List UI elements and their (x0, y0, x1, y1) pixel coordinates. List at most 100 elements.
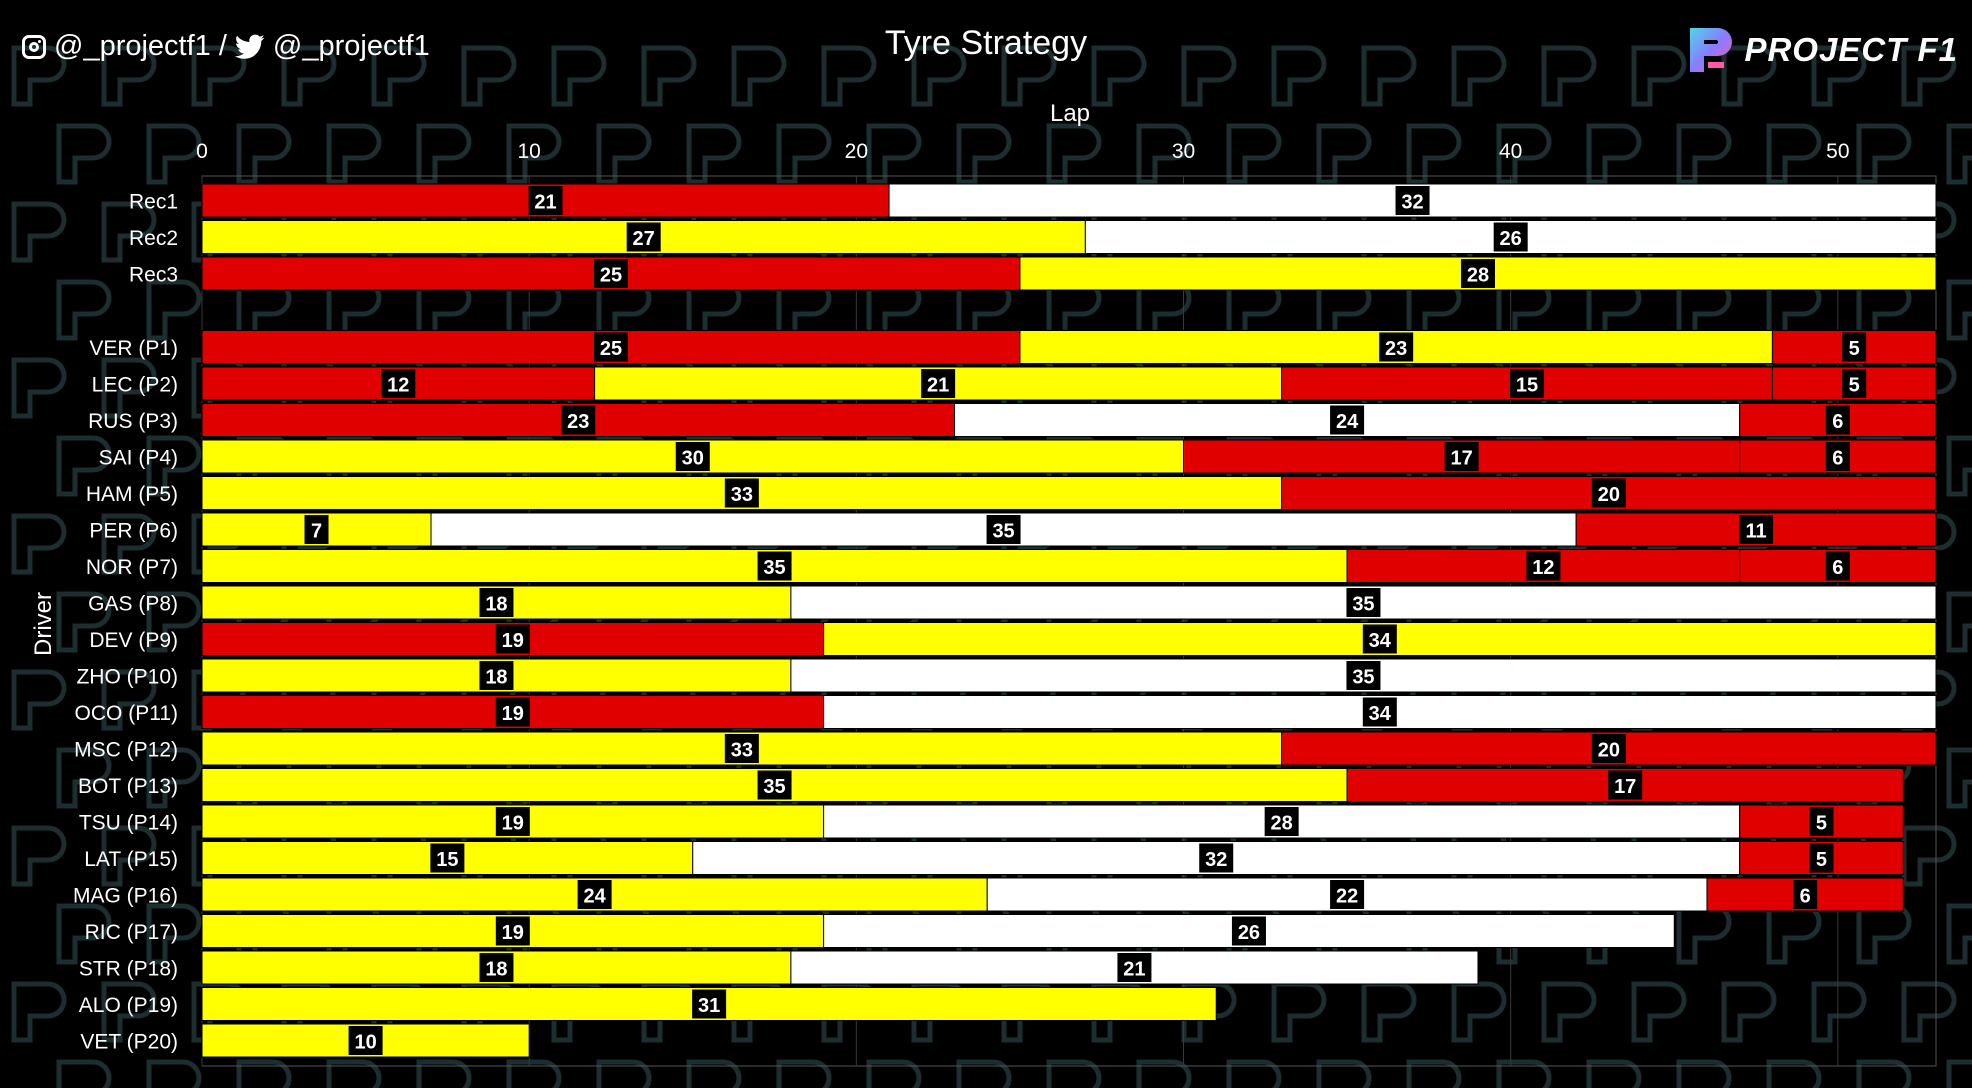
stint-label-box (1444, 442, 1479, 471)
watermark-logo (1541, 981, 1597, 1043)
stint-label: 6 (1832, 411, 1843, 433)
watermark-logo (776, 123, 832, 185)
watermark-logo (641, 45, 697, 107)
driver-label: HAM (P5) (86, 483, 178, 506)
x-tick-label: 50 (1826, 140, 1849, 163)
stint-label-box (495, 916, 530, 946)
watermark-logo (56, 903, 112, 965)
stint-label-box (1346, 588, 1381, 617)
stint-label: 5 (1849, 375, 1860, 397)
watermark-logo (101, 981, 157, 1043)
stint-label-box (495, 624, 530, 654)
watermark-logo (776, 1059, 832, 1088)
driver-label: BOT (P13) (78, 775, 178, 798)
stint-label-box (1809, 807, 1834, 836)
watermark-logo (506, 1059, 562, 1088)
project-f1-logo-icon (1690, 28, 1733, 72)
watermark-logo (1676, 123, 1732, 185)
watermark-logo (461, 45, 517, 107)
driver-label: TSU (P14) (79, 812, 178, 835)
driver-label: SAI (P4) (99, 447, 178, 470)
stint-label-box (495, 697, 530, 727)
watermark-logo (371, 45, 427, 107)
watermark-logo (686, 1059, 742, 1088)
watermark-logo (1676, 1059, 1732, 1088)
watermark-logo (1496, 123, 1552, 185)
stint-label-box (479, 953, 514, 982)
watermark-logo (326, 1059, 382, 1088)
stint-label: 35 (763, 776, 785, 798)
stint-label: 27 (633, 228, 655, 250)
driver-label: NOR (P7) (86, 556, 178, 579)
watermark-logo (281, 45, 337, 107)
stint-label-box (1510, 369, 1545, 398)
x-tick-label: 20 (845, 140, 868, 163)
watermark-logo (146, 903, 202, 965)
instagram-icon (22, 34, 46, 59)
driver-label: LAT (P15) (84, 848, 178, 871)
watermark-logo (1631, 981, 1687, 1043)
stint-label: 5 (1816, 813, 1827, 835)
watermark-logo (416, 1059, 472, 1088)
stint-label-box (757, 770, 792, 800)
watermark-logo (191, 45, 247, 107)
stint-label: 33 (731, 484, 753, 506)
stint-label-box (479, 588, 514, 617)
stint-label: 17 (1450, 448, 1472, 470)
watermark-logo (11, 357, 67, 419)
stint-label: 19 (502, 630, 524, 652)
stint-label: 21 (534, 192, 556, 214)
stint-label: 35 (992, 521, 1014, 543)
stint-label-box (1809, 843, 1834, 873)
watermark-logo (1316, 1059, 1372, 1088)
watermark-logo (1451, 45, 1507, 107)
stint-label-box (1460, 259, 1495, 288)
stint-label: 31 (698, 995, 720, 1017)
watermark-logo (11, 825, 67, 887)
driver-label: VER (P1) (89, 337, 178, 360)
watermark-logo (146, 747, 202, 809)
chart-title: Tyre Strategy (884, 24, 1088, 62)
watermark-logo (1136, 1059, 1192, 1088)
watermark-logo (11, 513, 67, 575)
watermark-logo (101, 513, 157, 575)
watermark-logo (1181, 45, 1237, 107)
stint-label-box (626, 222, 661, 252)
stint-label-box (1842, 369, 1867, 398)
watermark-logo (821, 45, 877, 107)
watermark-logo (1901, 45, 1957, 107)
watermark-logo (1496, 1059, 1552, 1088)
watermark-logo (866, 123, 922, 185)
watermark-logo (1811, 45, 1867, 107)
stint-label-box (1330, 405, 1365, 435)
stint-label: 23 (1385, 338, 1407, 360)
watermark-logo (56, 747, 112, 809)
driver-label: VET (P20) (80, 1031, 178, 1054)
x-tick-label: 0 (196, 140, 208, 163)
driver-label: LEC (P2) (92, 374, 178, 397)
watermark-logo (56, 1059, 112, 1088)
watermark-logo (1271, 981, 1327, 1043)
watermark-logo (101, 669, 157, 731)
stint-label: 35 (763, 557, 785, 579)
stint-label: 6 (1832, 557, 1843, 579)
stint-label: 19 (502, 922, 524, 944)
watermark-logo (1901, 825, 1957, 887)
watermark-logo (101, 201, 157, 263)
stint-label-box (692, 989, 727, 1019)
watermark-logo (56, 435, 112, 497)
stint-label: 35 (1352, 594, 1374, 616)
stint-label-box (986, 515, 1021, 544)
stint-label-box (1842, 332, 1867, 362)
watermark-logo (56, 279, 112, 341)
stint-label: 22 (1336, 886, 1358, 908)
watermark-logo (326, 123, 382, 185)
watermark-logo (11, 201, 67, 263)
watermark-logo (1766, 123, 1822, 185)
stint-label: 20 (1598, 484, 1620, 506)
brand-logo: PROJECT F1 (1684, 22, 1958, 78)
stint-label: 10 (354, 1032, 376, 1054)
watermark-logo (1361, 45, 1417, 107)
stint-label: 25 (600, 338, 622, 360)
